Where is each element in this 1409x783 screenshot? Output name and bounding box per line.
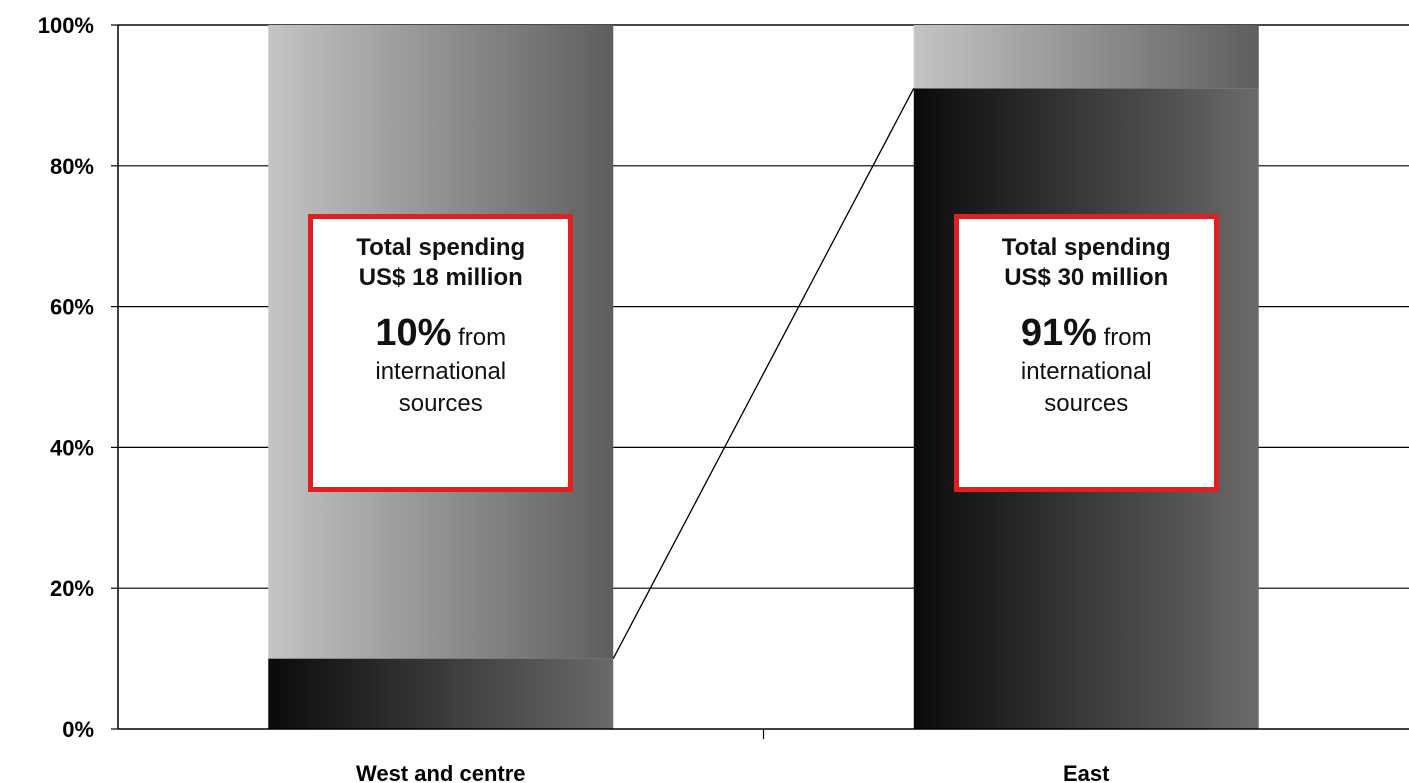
callout-line5: sources bbox=[1044, 390, 1129, 417]
y-tick-label: 40% bbox=[50, 435, 94, 460]
callout-line1: Total spending bbox=[356, 234, 526, 261]
y-tick-label: 20% bbox=[50, 576, 94, 601]
callout-share-suffix: from bbox=[451, 324, 507, 351]
y-tick-label: 80% bbox=[50, 154, 94, 179]
bar-other-1 bbox=[913, 25, 1259, 89]
y-tick-label: 0% bbox=[62, 717, 94, 742]
callout-share: 91% bbox=[1020, 312, 1097, 354]
x-category-label: East bbox=[1063, 761, 1110, 783]
callout-line1: Total spending bbox=[1001, 234, 1171, 261]
callout-line2: US$ 18 million bbox=[358, 264, 523, 291]
callout-box: Total spending US$ 30 million 91% from inte… bbox=[953, 214, 1219, 492]
y-tick-label: 100% bbox=[38, 13, 94, 38]
series-lines bbox=[612, 88, 915, 659]
axes bbox=[111, 24, 1409, 739]
callout-share: 10% bbox=[375, 312, 452, 354]
bar-international-0 bbox=[268, 658, 614, 729]
series-connector-line bbox=[612, 88, 915, 659]
callout-line4: international bbox=[375, 358, 507, 385]
y-tick-label: 60% bbox=[50, 295, 94, 320]
callout-share-suffix: from bbox=[1096, 324, 1152, 351]
callout-line2: US$ 30 million bbox=[1004, 264, 1169, 291]
callout-box: Total spending US$ 18 million 10% from inte… bbox=[308, 214, 574, 492]
callout-line5: sources bbox=[398, 390, 483, 417]
axis-labels: 0% 20% 40% 60% 80% 100% West and centre East bbox=[38, 13, 1110, 783]
callout-line4: international bbox=[1020, 358, 1152, 385]
x-category-label: West and centre bbox=[356, 761, 526, 783]
